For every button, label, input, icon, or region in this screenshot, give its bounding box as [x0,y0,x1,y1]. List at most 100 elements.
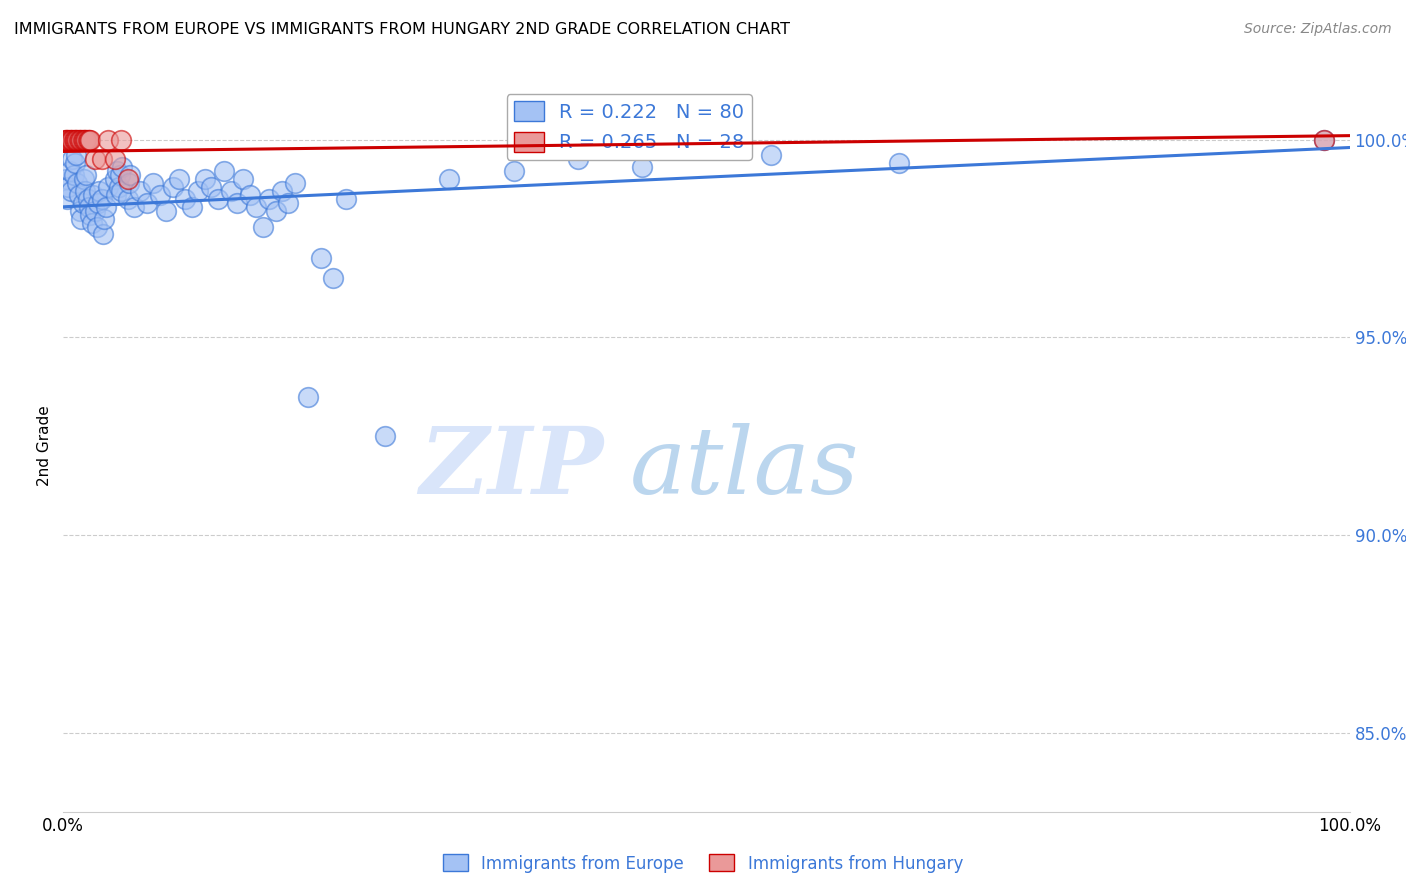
Point [55,132,77,146]
Y-axis label: 2nd Grade: 2nd Grade [37,406,52,486]
Point [73,132,96,146]
Point [62,168,84,182]
Point [149,188,172,202]
Point [56,192,79,206]
Point [212,164,235,178]
Legend: R = 0.222   N = 80, R = 0.265   N = 28: R = 0.222 N = 80, R = 0.265 N = 28 [506,94,752,160]
Point [62,132,84,146]
Point [232,172,254,186]
Point [66,132,89,146]
Point [72,195,94,210]
Point [65,132,87,146]
Point [79,132,101,146]
Point [94,200,117,214]
Point [66,176,89,190]
Point [63,156,86,170]
Point [335,192,357,206]
Point [97,132,120,146]
Point [67,188,90,202]
Point [90,153,112,167]
Point [86,219,108,234]
Point [155,203,177,218]
Point [297,390,319,404]
Point [567,153,589,167]
Text: atlas: atlas [630,423,859,513]
Point [167,172,190,186]
Point [264,203,287,218]
Point [277,195,299,210]
Point [84,153,107,167]
Point [79,208,101,222]
Point [107,180,129,194]
Point [75,184,97,198]
Point [120,168,142,182]
Point [93,211,115,226]
Point [252,219,274,234]
Point [82,188,104,202]
Point [58,180,80,194]
Point [72,132,94,146]
Point [69,132,91,146]
Point [59,184,82,198]
Point [135,195,157,210]
Point [759,148,782,162]
Point [53,132,76,146]
Point [105,188,128,202]
Point [162,180,184,194]
Point [631,161,654,175]
Point [63,132,86,146]
Point [76,192,98,206]
Point [90,192,112,206]
Point [1313,132,1336,146]
Point [142,176,165,190]
Point [118,176,141,190]
Point [502,164,524,178]
Point [187,184,209,198]
Point [110,132,132,146]
Point [75,132,97,146]
Point [1313,132,1336,146]
Point [194,172,217,186]
Point [111,161,134,175]
Point [91,227,114,242]
Point [226,195,249,210]
Text: Source: ZipAtlas.com: Source: ZipAtlas.com [1244,22,1392,37]
Point [59,132,82,146]
Point [60,132,83,146]
Text: IMMIGRANTS FROM EUROPE VS IMMIGRANTS FROM HUNGARY 2ND GRADE CORRELATION CHART: IMMIGRANTS FROM EUROPE VS IMMIGRANTS FRO… [14,22,790,37]
Point [70,132,93,146]
Point [219,184,242,198]
Point [73,172,96,186]
Point [245,200,267,214]
Point [257,192,280,206]
Point [117,172,139,186]
Point [76,132,98,146]
Point [89,184,111,198]
Point [117,192,139,206]
Point [309,251,332,265]
Point [104,153,127,167]
Point [97,180,120,194]
Point [105,164,128,178]
Point [75,132,97,146]
Point [322,271,344,285]
Point [77,132,100,146]
Point [129,184,152,198]
Point [239,188,262,202]
Point [181,200,204,214]
Point [84,203,107,218]
Point [65,148,87,162]
Point [60,153,83,167]
Point [271,184,294,198]
Point [87,195,110,210]
Point [77,200,100,214]
Point [75,168,97,182]
Point [69,203,91,218]
Point [70,211,93,226]
Point [200,180,222,194]
Point [59,164,82,178]
Point [55,172,77,186]
Point [67,132,90,146]
Point [110,184,132,198]
Point [108,168,131,182]
